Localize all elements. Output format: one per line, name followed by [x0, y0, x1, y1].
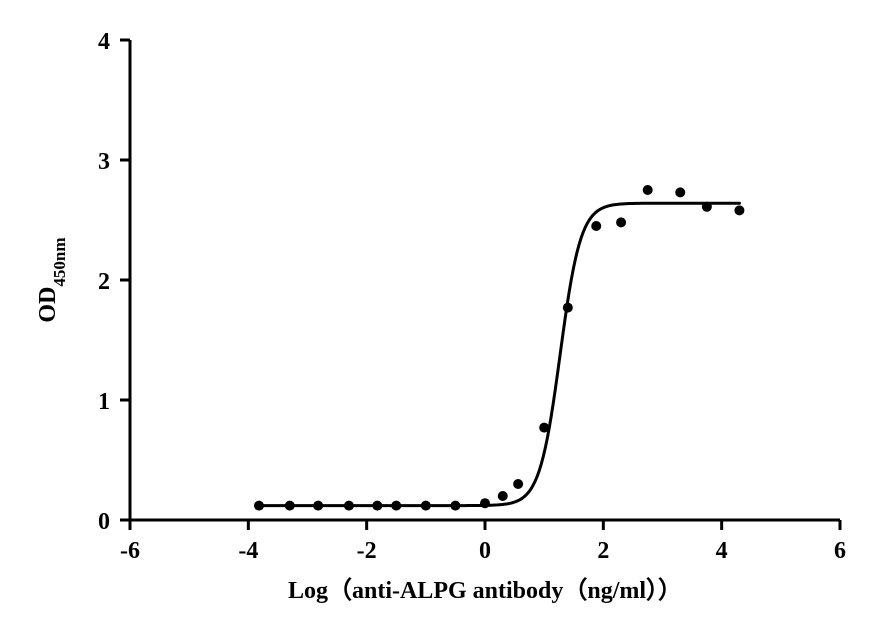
y-tick-label: 2	[98, 269, 110, 295]
data-point	[285, 501, 295, 511]
data-point	[675, 187, 685, 197]
fit-curve	[259, 203, 739, 505]
data-point	[498, 491, 508, 501]
y-tick-label: 4	[98, 29, 110, 55]
y-tick-labels-group: 0 1 2 3 4	[98, 29, 110, 535]
data-point	[450, 501, 460, 511]
x-tick-labels-group: -6 -4 -2 0 2 4 6	[120, 538, 846, 564]
data-point	[616, 217, 626, 227]
data-point	[591, 221, 601, 231]
data-point	[563, 303, 573, 313]
x-axis-title: Log（anti-ALPG antibody（ng/ml））	[288, 577, 682, 604]
y-tick-label: 3	[98, 149, 110, 175]
x-tick-label: -4	[238, 538, 258, 564]
data-point	[391, 501, 401, 511]
data-point	[344, 501, 354, 511]
data-point	[480, 498, 490, 508]
chart-svg: -6 -4 -2 0 2 4 6 0 1 2 3 4 Log（anti-ALPG antibody（…	[0, 0, 875, 633]
x-tick-label: -6	[120, 538, 140, 564]
data-point	[539, 423, 549, 433]
x-tick-label: 2	[597, 538, 609, 564]
data-point	[513, 479, 523, 489]
y-axis-title: OD450nm	[35, 237, 69, 322]
x-tick-label: 0	[479, 538, 491, 564]
data-point	[734, 205, 744, 215]
chart-container: -6 -4 -2 0 2 4 6 0 1 2 3 4 Log（anti-ALPG antibody（…	[0, 0, 875, 633]
fit-curve-group	[259, 203, 739, 505]
data-point	[372, 501, 382, 511]
data-point	[702, 202, 712, 212]
data-point	[313, 501, 323, 511]
scatter-points-group	[254, 185, 744, 511]
data-point	[643, 185, 653, 195]
x-tick-label: 6	[834, 538, 846, 564]
x-tick-label: -2	[357, 538, 377, 564]
y-axis-title-subscript: 450nm	[50, 237, 69, 286]
data-point	[254, 501, 264, 511]
axes-group	[120, 40, 840, 530]
data-point	[421, 501, 431, 511]
x-tick-label: 4	[716, 538, 728, 564]
y-tick-label: 1	[98, 389, 110, 415]
y-tick-label: 0	[98, 509, 110, 535]
y-axis-title-prefix: OD	[35, 287, 61, 323]
